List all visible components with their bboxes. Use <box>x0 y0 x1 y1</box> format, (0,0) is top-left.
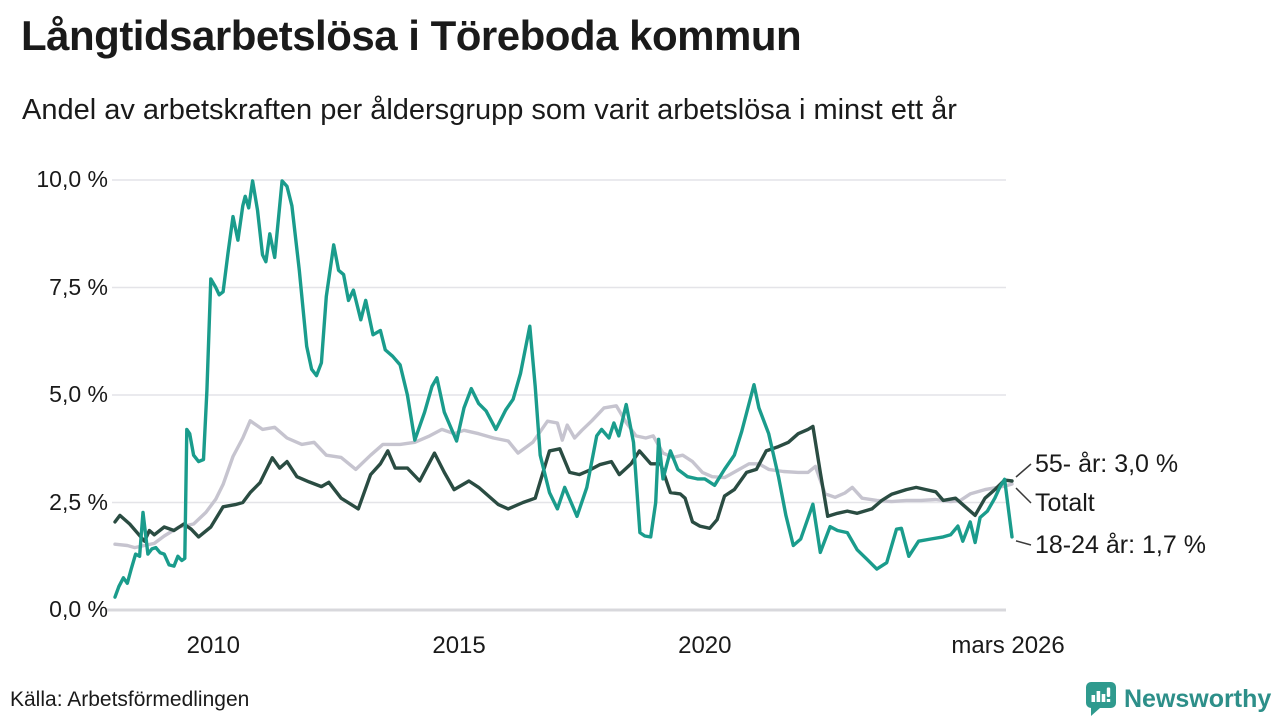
annotation-connector <box>1015 540 1032 546</box>
x-axis-tick-label: 2015 <box>432 632 486 659</box>
x-axis-tick-label: 2010 <box>186 632 240 659</box>
series-end-label-total: Totalt <box>1035 489 1095 517</box>
page-title: Långtidsarbetslösa i Töreboda kommun <box>21 12 802 59</box>
annotation-connector <box>1015 487 1032 504</box>
y-axis-tick-label: 10,0 % <box>36 166 108 192</box>
newsworthy-wordmark: Newsworthy <box>1124 685 1272 713</box>
newsworthy-bubble-chart-icon <box>1086 682 1116 716</box>
x-axis-tick-label: 2020 <box>678 632 732 659</box>
chart-subtitle: Andel av arbetskraften per åldersgrupp s… <box>22 94 957 126</box>
series-end-label-youth: 18-24 år: 1,7 % <box>1035 531 1206 559</box>
series-line-total <box>113 404 1014 550</box>
y-axis-tick-label: 2,5 % <box>49 488 108 515</box>
series-end-label-senior: 55- år: 3,0 % <box>1035 450 1179 478</box>
y-axis-tick-label: 5,0 % <box>49 381 108 407</box>
y-axis-tick-label: 0,0 % <box>49 596 108 622</box>
y-axis-tick-label: 7,5 % <box>49 273 108 300</box>
series-line-senior <box>113 424 1014 543</box>
annotation-connector <box>1015 463 1032 478</box>
x-axis-tick-label: mars 2026 <box>951 632 1065 659</box>
series-line-youth <box>113 179 1014 599</box>
newsworthy-logo: Newsworthy <box>1086 682 1271 716</box>
source-note: Källa: Arbetsförmedlingen <box>10 688 250 711</box>
